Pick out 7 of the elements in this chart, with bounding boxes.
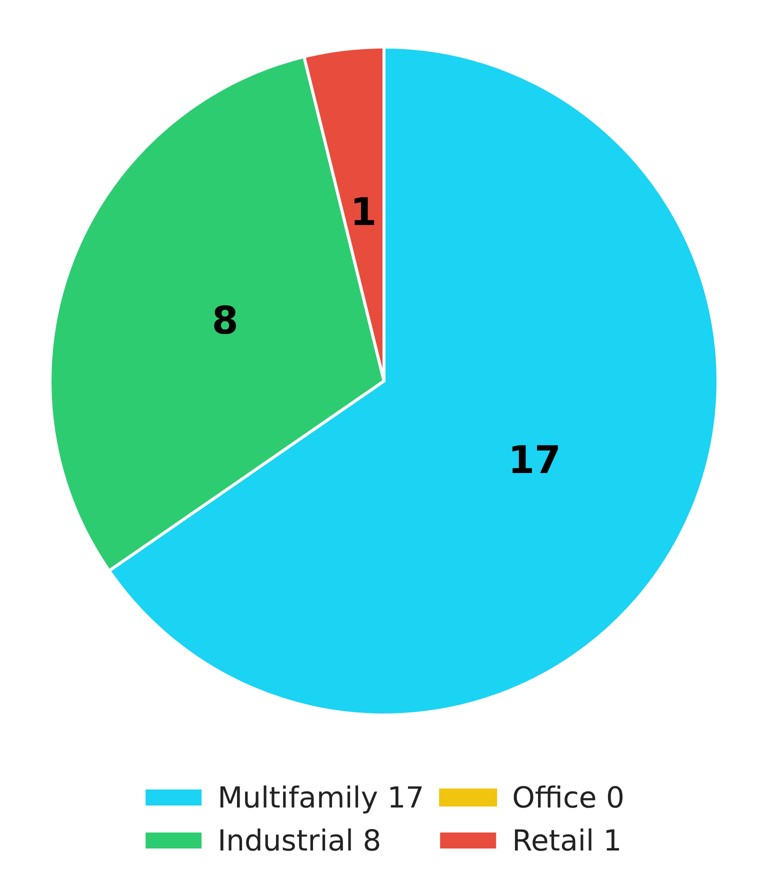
data-label: 1 xyxy=(350,190,377,234)
legend-label: Office 0 xyxy=(512,780,624,814)
legend-label: Multifamily 17 xyxy=(218,780,424,814)
data-label: 8 xyxy=(212,298,238,343)
legend-label: Industrial 8 xyxy=(218,824,382,858)
data-label: 17 xyxy=(508,438,561,482)
legend-label: Retail 1 xyxy=(512,824,622,858)
